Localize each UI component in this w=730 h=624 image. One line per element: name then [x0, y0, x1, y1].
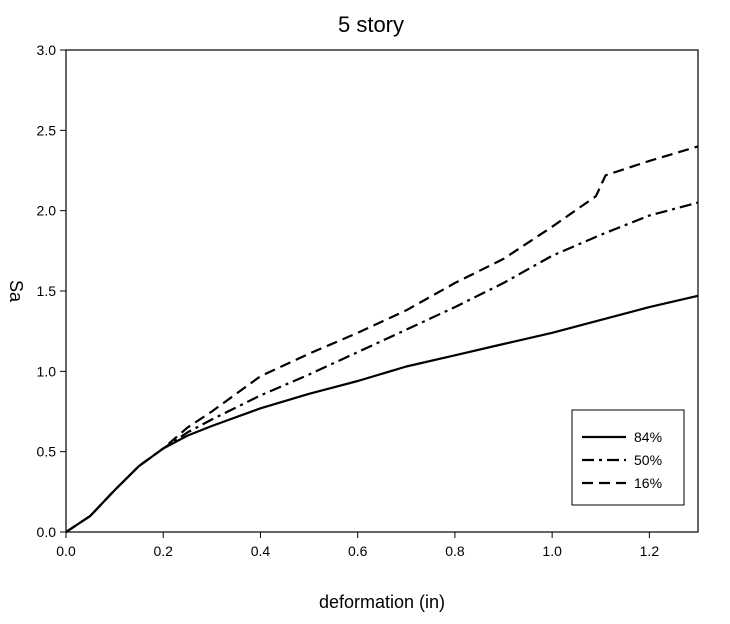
legend-box — [571, 409, 685, 506]
y-tick-label: 2.0 — [37, 203, 57, 219]
legend-label: 16% — [634, 475, 662, 491]
y-axis-label: Sa — [6, 280, 26, 303]
x-tick-label: 0.8 — [445, 543, 465, 559]
x-axis-ticks: 0.0 0.2 0.4 0.6 0.8 1.0 1.2 — [56, 532, 659, 559]
legend: 84% 50% 16% — [571, 409, 685, 506]
x-tick-label: 0.0 — [56, 543, 76, 559]
legend-items: 84% 50% 16% — [582, 429, 662, 491]
y-tick-label: 0.5 — [37, 444, 57, 460]
y-axis-ticks: 0.0 0.5 1.0 1.5 2.0 2.5 3.0 — [37, 42, 66, 540]
y-tick-label: 1.0 — [37, 363, 57, 379]
y-tick-label: 1.5 — [37, 283, 57, 299]
legend-label: 50% — [634, 452, 662, 468]
x-tick-label: 1.0 — [542, 543, 562, 559]
chart-title: 5 story — [338, 12, 404, 37]
legend-label: 84% — [634, 429, 662, 445]
y-tick-label: 2.5 — [37, 122, 57, 138]
x-tick-label: 0.6 — [348, 543, 368, 559]
x-axis-label: deformation (in) — [319, 592, 445, 612]
series-line-50pct — [65, 201, 699, 533]
x-tick-label: 1.2 — [640, 543, 660, 559]
series-line-16pct — [65, 145, 699, 533]
y-tick-label: 3.0 — [37, 42, 57, 58]
series-group — [65, 145, 699, 533]
y-tick-label: 0.0 — [37, 524, 57, 540]
x-tick-label: 0.4 — [251, 543, 271, 559]
x-tick-label: 0.2 — [153, 543, 173, 559]
